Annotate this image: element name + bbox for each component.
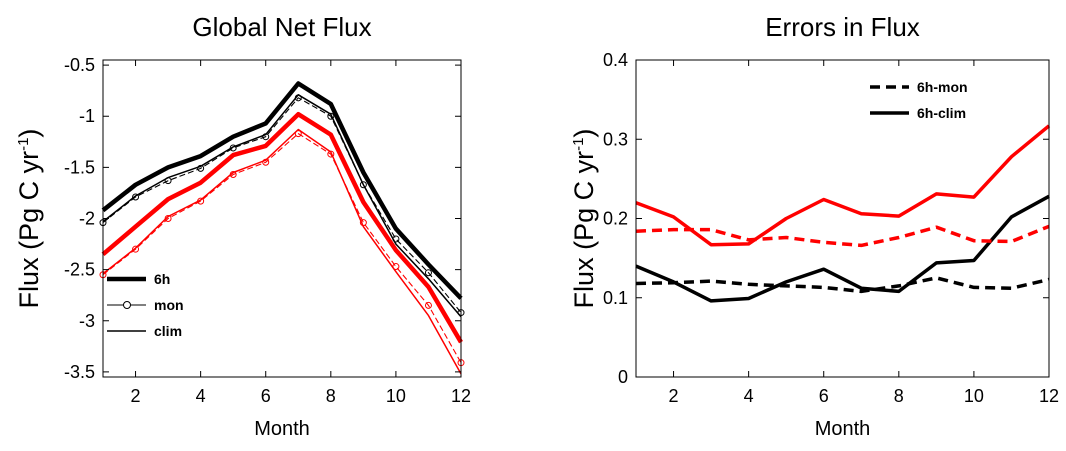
series-line [635, 224, 1050, 248]
y-tick-label: 0.1 [603, 288, 628, 308]
legend-label: mon [154, 297, 184, 313]
data-point-marker [424, 301, 432, 309]
y-tick-label: -3 [79, 311, 95, 331]
series-line [102, 97, 462, 313]
chart-title: Global Net Flux [192, 12, 371, 42]
series-line [635, 194, 1050, 303]
series-group [99, 81, 465, 375]
x-tick-label: 8 [326, 386, 336, 406]
y-tick-label: 0.3 [603, 129, 628, 149]
series-line [635, 124, 1051, 247]
data-point-marker [132, 193, 140, 201]
legend-marker-icon [123, 301, 131, 309]
series-line [102, 133, 462, 363]
x-tick-label: 10 [386, 386, 406, 406]
data-point-marker [327, 150, 335, 158]
series-line [635, 276, 1050, 294]
legend-label: 6h [154, 271, 170, 287]
series-group [635, 124, 1051, 303]
chart-2: Errors in Flux 2 4 6 8 10 12 0 0.1 0.2 0.3 0.4 Month… [569, 12, 1059, 440]
y-tick-label: 0.2 [603, 209, 628, 229]
x-tick-label: 4 [744, 386, 754, 406]
series-line [101, 111, 463, 344]
series-line [102, 128, 462, 375]
x-tick-label: 10 [964, 386, 984, 406]
x-axis-label: Month [815, 418, 871, 440]
legend: 6h mon clim [107, 271, 184, 339]
x-tick-label: 4 [196, 386, 206, 406]
data-point-marker [132, 245, 140, 253]
y-tick-label: -0.5 [64, 55, 95, 75]
series-line [102, 94, 462, 318]
data-point-marker [424, 269, 432, 277]
data-point-marker [294, 130, 302, 138]
x-tick-label: 8 [894, 386, 904, 406]
x-tick-label: 2 [131, 386, 141, 406]
y-tick-label: -1 [79, 106, 95, 126]
x-tick-label: 2 [669, 386, 679, 406]
chart-title: Errors in Flux [765, 12, 920, 42]
x-tick-label: 12 [1039, 386, 1059, 406]
y-tick-label: -3.5 [64, 362, 95, 382]
y-tick-label: -2.5 [64, 260, 95, 280]
legend: 6h-mon 6h-clim [870, 79, 968, 121]
x-tick-label: 6 [819, 386, 829, 406]
plot-frame [635, 59, 1050, 378]
y-tick-label: 0 [618, 367, 628, 387]
x-tick-label: 6 [261, 386, 271, 406]
x-tick-label: 12 [451, 386, 471, 406]
y-tick-label: -2 [79, 209, 95, 229]
y-tick-label: 0.4 [603, 50, 628, 70]
data-point-marker [359, 181, 367, 189]
series-line [101, 81, 463, 300]
legend-label: clim [154, 323, 182, 339]
data-point-marker [197, 164, 205, 172]
chart-1: Global Net Flux 2 4 6 8 10 12 -0.5 -1 -1.5 -2 -2.5 -… [14, 12, 471, 440]
y-axis-label: Flux (Pg C yr-1) [14, 129, 44, 309]
legend-label: 6h-mon [917, 79, 968, 95]
y-tick-label: -1.5 [64, 157, 95, 177]
legend-label: 6h-clim [917, 105, 966, 121]
y-axis-label: Flux (Pg C yr-1) [569, 129, 599, 309]
x-axis-label: Month [254, 418, 310, 440]
data-point-marker [327, 112, 335, 120]
